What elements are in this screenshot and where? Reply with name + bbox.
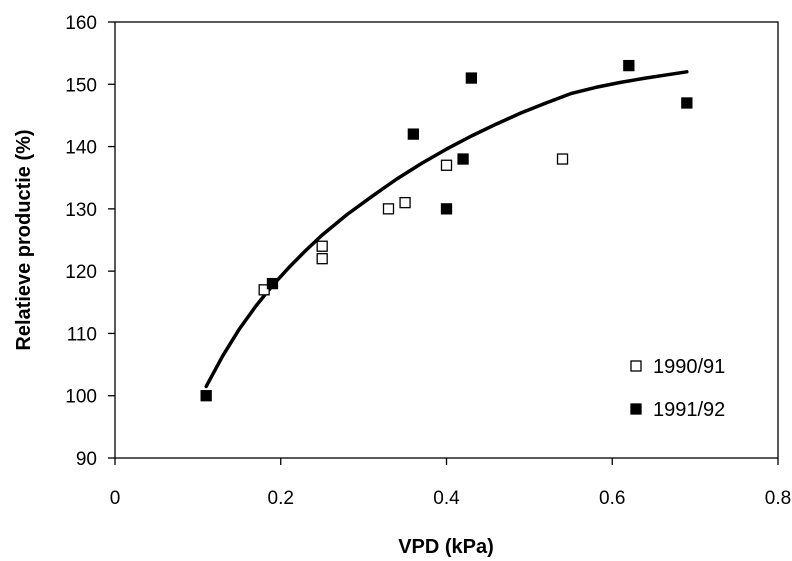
data-point-1991-92 <box>681 97 693 109</box>
x-axis-ticks: 0 0.2 0.4 0.6 0.8 <box>110 458 791 509</box>
legend-marker <box>630 360 642 372</box>
x-tick-label: 0.2 <box>268 488 294 509</box>
data-point-1990-91 <box>258 284 270 296</box>
data-point-1991-92 <box>266 277 279 290</box>
legend-label: 1990/91 <box>653 356 725 378</box>
y-tick-label: 120 <box>65 262 97 283</box>
y-tick-label: 90 <box>76 449 97 470</box>
x-tick-label: 0.6 <box>599 488 625 509</box>
data-point-1990-91 <box>316 253 328 265</box>
data-point-1991-92 <box>407 128 420 140</box>
data-point-1990-91 <box>556 153 569 165</box>
legend-label: 1991/92 <box>653 399 725 421</box>
y-tick-label: 130 <box>65 200 97 221</box>
data-point-1990-91 <box>399 196 411 209</box>
data-point-1991-92 <box>623 59 635 72</box>
y-tick-label: 110 <box>67 324 97 345</box>
data-point-1991-92 <box>465 72 478 84</box>
x-axis-title: VPD (kPa) <box>398 536 494 558</box>
x-tick-label: 0.8 <box>765 488 791 509</box>
x-tick-label: 0.4 <box>433 488 460 509</box>
data-point-1991-92 <box>457 153 469 165</box>
trend-line <box>204 70 689 389</box>
data-point-1991-92 <box>200 390 212 402</box>
data-point-1991-92 <box>440 203 453 215</box>
data-point-1990-91 <box>440 159 453 171</box>
legend: 1990/91 1991/92 <box>630 356 725 421</box>
y-tick-label: 100 <box>65 387 97 408</box>
data-point-1990-91 <box>316 240 328 252</box>
y-tick-label: 140 <box>65 138 97 159</box>
y-axis-ticks: 90 100 110 120 130 140 150 160 <box>65 13 115 470</box>
plot-area <box>114 21 779 459</box>
x-tick-label: 0 <box>110 488 121 509</box>
data-point-1990-91 <box>382 203 395 215</box>
y-tick-label: 150 <box>65 75 97 96</box>
legend-marker <box>630 403 642 415</box>
data-points <box>200 59 693 402</box>
y-tick-label: 160 <box>65 13 97 34</box>
y-axis-title: Relatieve productie (%) <box>13 129 35 350</box>
